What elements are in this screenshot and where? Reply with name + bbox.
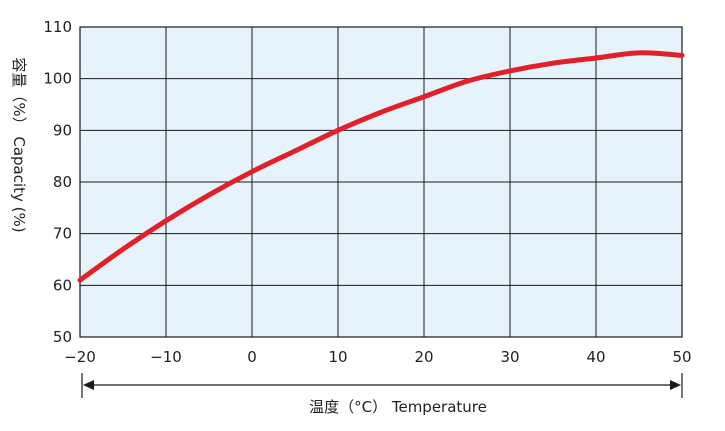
x-tick-label: 0 <box>247 348 257 366</box>
x-tick-label: 40 <box>586 348 605 366</box>
grid-lines <box>80 27 682 337</box>
y-tick-label: 60 <box>53 276 72 294</box>
y-tick-label: 110 <box>43 18 72 36</box>
capacity-curve <box>77 50 685 283</box>
x-tick-label: 10 <box>328 348 347 366</box>
x-tick-label: −10 <box>150 348 182 366</box>
x-tick-label: 50 <box>672 348 691 366</box>
x-tick-labels: −20 −10 0 10 20 30 40 50 <box>64 348 691 366</box>
y-tick-label: 70 <box>53 225 72 243</box>
x-tick-label: 30 <box>500 348 519 366</box>
x-tick-label: 20 <box>414 348 433 366</box>
y-tick-label: 50 <box>53 328 72 346</box>
y-tick-label: 100 <box>43 70 72 88</box>
x-range-arrow <box>81 373 683 398</box>
y-tick-label: 90 <box>53 121 72 139</box>
y-tick-label: 80 <box>53 173 72 191</box>
y-axis-label: 容量（%） Capacity (%) <box>10 57 28 232</box>
plot-frame <box>79 26 683 338</box>
y-tick-labels: 50 60 70 80 90 100 110 <box>43 18 72 346</box>
x-tick-label: −20 <box>64 348 96 366</box>
x-axis-label: 温度（°C） Temperature <box>309 398 487 416</box>
